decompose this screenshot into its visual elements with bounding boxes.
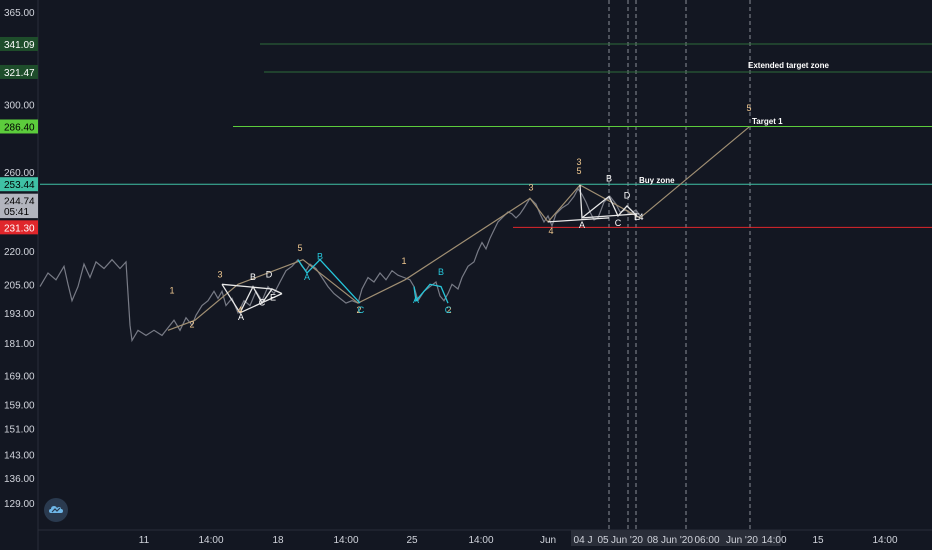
wave-number-label: 2: [189, 320, 194, 330]
wave-drawings: [167, 126, 750, 331]
wave-number-label: 2: [446, 305, 451, 315]
price-tag-bg: [0, 204, 38, 219]
price-tag-label: 231.30: [4, 223, 35, 234]
price-tick-label: 169.00: [4, 371, 35, 382]
pattern-letter-label: A: [304, 272, 310, 282]
wave-number-label: 5: [746, 103, 751, 113]
wave-number-label: 2: [356, 305, 361, 315]
pattern-letter-label: A: [413, 295, 419, 305]
price-axis: 129.00 136.00 143.00 151.00 159.00 169.00 181.…: [4, 0, 39, 550]
pattern-letter-label: E: [634, 212, 640, 222]
time-tick-label: 14:00: [468, 535, 493, 546]
pattern-trendline-1: [221, 283, 273, 290]
horizontal-price-levels: [40, 43, 932, 228]
pattern-letter-label: C: [259, 298, 266, 308]
price-tag-bg: [0, 36, 38, 51]
pattern-letter-label: E: [270, 293, 276, 303]
pattern-letter-label: A: [579, 220, 585, 230]
pattern-letter-label: D: [266, 269, 273, 279]
zone-annotation: Target 1: [752, 117, 783, 126]
wave-number-label: 5: [576, 166, 581, 176]
pattern-abcde-2: [579, 184, 638, 220]
time-axis-highlight-bg: [571, 530, 781, 546]
pattern-abc-teal-1: [297, 258, 361, 304]
pattern-trendline-4: [547, 217, 610, 223]
vertical-marker-lines: [608, 0, 751, 530]
wave-number-label: 4: [548, 226, 553, 236]
wave-number-label: 4: [237, 305, 242, 315]
wave-number-label: 5: [297, 243, 302, 253]
zone-annotation: Extended target zone: [748, 61, 829, 70]
wave-number-label: 3: [217, 269, 222, 279]
wave-number-label: 3: [528, 183, 533, 193]
price-tick-label: 136.00: [4, 474, 35, 485]
pattern-letter-label: C: [615, 218, 622, 228]
wave-path: [167, 126, 750, 331]
time-axis-highlight-label: 05: [597, 535, 609, 546]
pattern-abc-teal-2: [413, 283, 449, 304]
time-tick-label: 14:00: [872, 535, 897, 546]
price-tag-label: 244.74: [4, 197, 35, 208]
price-tick-label: 129.00: [4, 499, 35, 510]
time-tick-label: 14:00: [198, 535, 223, 546]
wave-number-label: 3: [576, 157, 581, 167]
price-line: [39, 187, 641, 343]
price-tag-bg: [0, 119, 38, 134]
price-tick-label: 260.00: [4, 168, 35, 179]
time-tick-label: Jun: [540, 535, 556, 546]
pattern-letter-label: D: [624, 190, 631, 200]
price-tag-label: 05:41: [4, 207, 29, 218]
pattern-letter-label: C: [358, 305, 365, 315]
time-tick-label: 15: [812, 535, 824, 546]
price-tag-label: 341.09: [4, 40, 35, 51]
time-tick-label: 14:00: [333, 535, 358, 546]
price-tick-label: 151.00: [4, 425, 35, 436]
price-tag-label: 321.47: [4, 68, 35, 79]
wave-number-label: 1: [169, 286, 174, 296]
price-tick-label: 300.00: [4, 101, 35, 112]
time-axis-highlight-label: 04 J: [574, 535, 593, 546]
pattern-trendline-3: [581, 213, 638, 219]
price-tag-bg: [0, 64, 38, 79]
pattern-trendline-2: [239, 293, 283, 314]
time-tick-label: 11: [139, 535, 150, 546]
time-axis-highlight-label: 06:00: [694, 535, 719, 546]
tradingview-cloud-icon[interactable]: [44, 498, 68, 522]
price-tag-label: 253.44: [4, 180, 35, 191]
chart-annotations: Extended target zone Target 1 Buy zone: [639, 61, 829, 185]
pattern-letter-label: A: [238, 312, 244, 322]
pattern-abcde-1: [221, 283, 283, 315]
zone-annotation: Buy zone: [639, 176, 675, 185]
pattern-letter-label: B: [317, 252, 323, 262]
pattern-letter-label: 4: [638, 212, 643, 222]
price-tick-label: 365.00: [4, 8, 35, 19]
time-tick-label: 25: [406, 535, 418, 546]
price-tag-label: 286.40: [4, 122, 35, 133]
time-axis: 11 14:00 18 14:00 25 14:00 Jun 14:00 15 14:00 04 J…: [38, 529, 932, 546]
pattern-letter-label: C: [445, 305, 452, 315]
pattern-letter-label: B: [250, 272, 256, 282]
price-tick-label: 159.00: [4, 400, 35, 411]
pattern-letter-label: B: [606, 173, 612, 183]
time-axis-highlight-label: Jun '20: [611, 535, 643, 546]
price-tick-label: 181.00: [4, 339, 35, 350]
wave-number-label: 1: [401, 256, 406, 266]
price-series: [39, 187, 641, 343]
pattern-drawings: [221, 184, 638, 315]
price-tick-label: 143.00: [4, 450, 35, 461]
time-tick-label: 18: [272, 535, 284, 546]
price-tag-bg: [0, 177, 38, 192]
pattern-letter-label: B: [438, 267, 444, 277]
time-axis-highlight-label: 08 Jun '20: [647, 535, 693, 546]
price-tag-bg: [0, 220, 38, 235]
price-tick-label: 220.00: [4, 247, 35, 258]
price-tick-label: 193.00: [4, 309, 35, 320]
price-tick-label: 205.00: [4, 280, 35, 291]
time-tick-label: 14:00: [761, 535, 786, 546]
time-axis-highlight-label: Jun '20: [726, 535, 758, 546]
